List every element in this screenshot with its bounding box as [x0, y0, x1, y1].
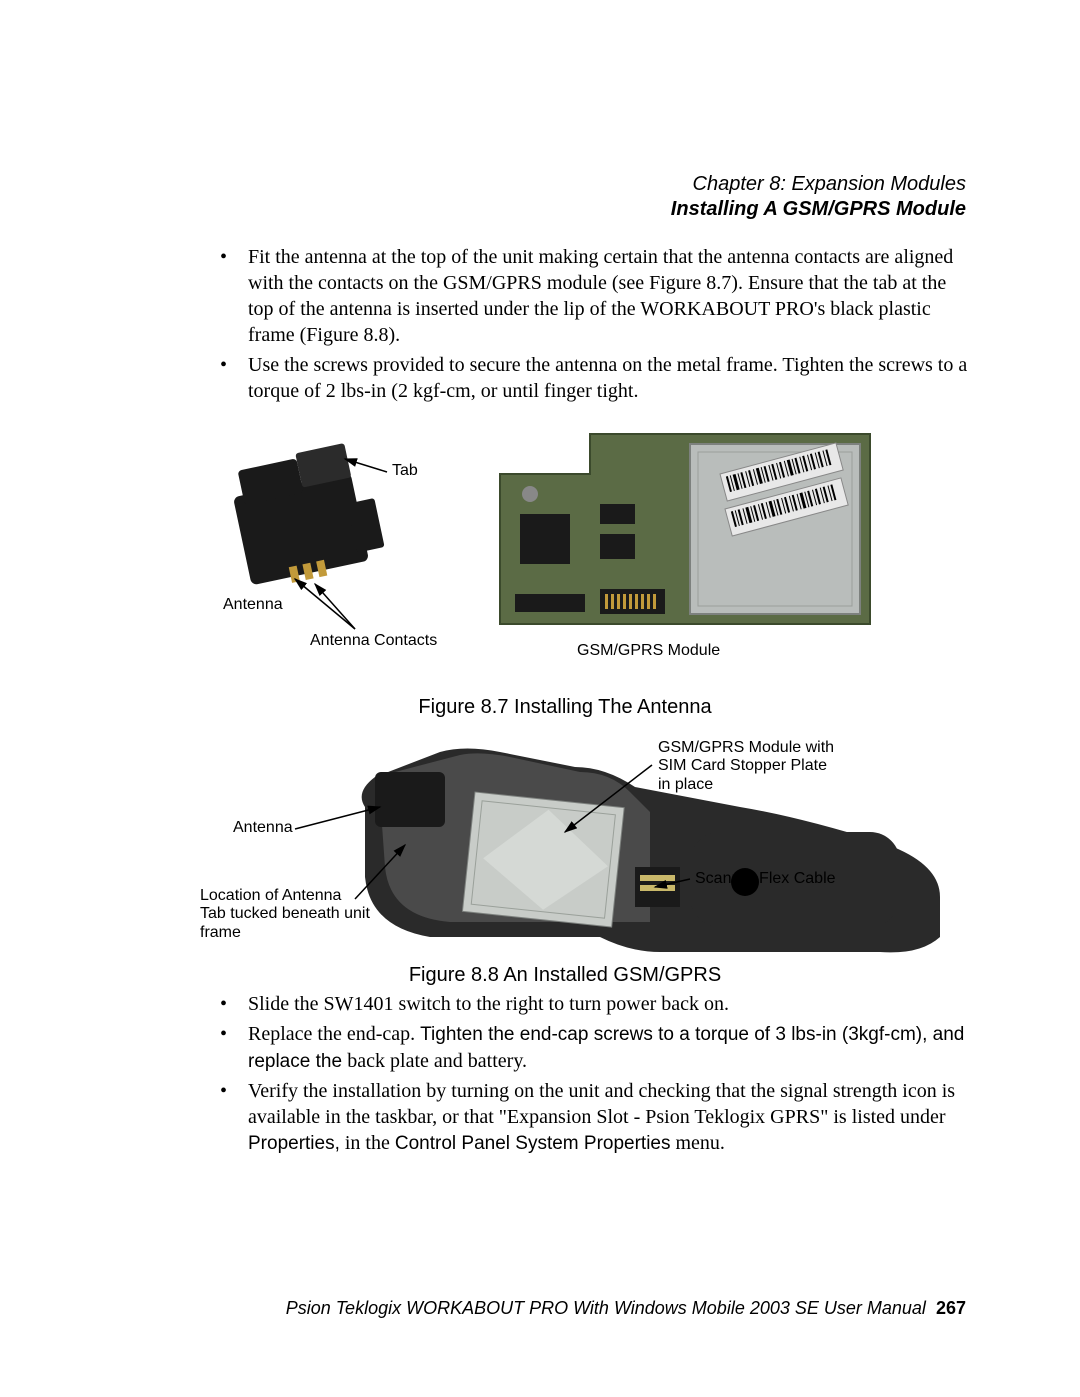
instruction-item: Fit the antenna at the top of the unit m… [248, 244, 970, 348]
page-number: 267 [936, 1298, 966, 1318]
text: in the [340, 1132, 395, 1154]
text-runin: Control Panel System Properties [395, 1133, 671, 1154]
instruction-item: Use the screws provided to secure the an… [248, 352, 970, 404]
label-antenna-contacts: Antenna Contacts [310, 632, 437, 650]
instruction-item: Verify the installation by turning on th… [248, 1078, 970, 1157]
instruction-item: Slide the SW1401 switch to the right to … [248, 991, 970, 1017]
figure-8-8-caption: Figure 8.8 An Installed GSM/GPRS [180, 964, 950, 987]
instruction-list-bottom: Slide the SW1401 switch to the right to … [200, 991, 970, 1157]
figure-8-7: Tab Antenna Antenna Contacts GSM/GPRS Mo… [180, 424, 950, 694]
chapter-label: Chapter 8: Expansion Modules [671, 172, 966, 197]
text: back plate and battery. [347, 1050, 527, 1072]
label-gsm-module: GSM/GPRS Module [577, 642, 720, 660]
label-gsm-plate: GSM/GPRS Module with SIM Card Stopper Pl… [658, 739, 838, 794]
section-label: Installing A GSM/GPRS Module [671, 197, 966, 222]
instruction-item: Replace the end-cap. Tighten the end-cap… [248, 1021, 970, 1074]
text: Verify the installation by turning on th… [248, 1080, 955, 1128]
text-runin: Properties, [248, 1133, 340, 1154]
label-antenna: Antenna [223, 596, 283, 614]
label-antenna-2: Antenna [233, 819, 293, 837]
figure-8-7-caption: Figure 8.7 Installing The Antenna [180, 696, 950, 719]
figure-8-8: GSM/GPRS Module with SIM Card Stopper Pl… [180, 737, 950, 962]
instruction-list-top: Fit the antenna at the top of the unit m… [200, 244, 970, 404]
label-scanner-flex: Scanner Flex Cable [695, 870, 836, 888]
figure-8-7-svg [180, 424, 950, 694]
page-header: Chapter 8: Expansion Modules Installing … [671, 172, 966, 222]
text: menu. [671, 1132, 725, 1154]
label-antenna-tab-loc: Location of Antenna Tab tucked beneath u… [200, 887, 370, 942]
footer-text: Psion Teklogix WORKABOUT PRO With Window… [286, 1298, 926, 1318]
label-tab: Tab [392, 462, 418, 480]
text: Replace the end-cap. [248, 1023, 420, 1045]
page: Chapter 8: Expansion Modules Installing … [0, 0, 1080, 1397]
page-footer: Psion Teklogix WORKABOUT PRO With Window… [286, 1298, 966, 1319]
